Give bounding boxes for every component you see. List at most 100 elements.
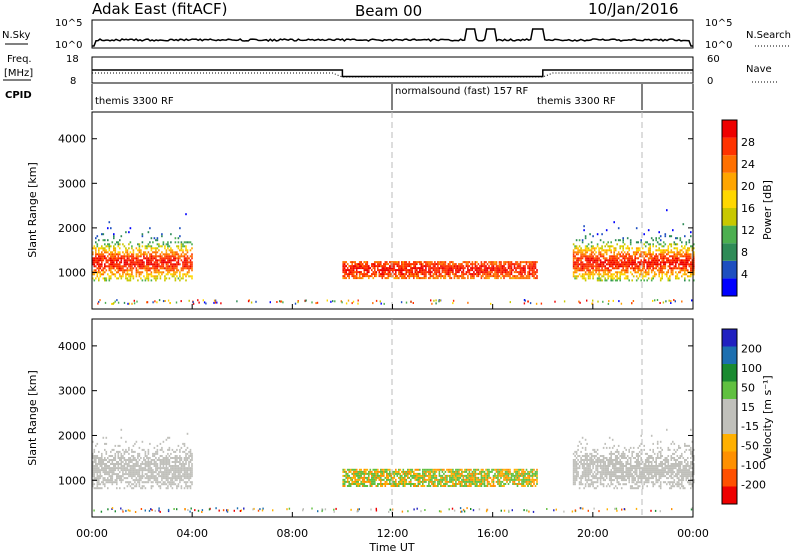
echo-cell bbox=[179, 227, 181, 230]
echo-cell bbox=[357, 478, 359, 481]
echo-cell bbox=[584, 267, 587, 270]
echo-cell bbox=[495, 273, 498, 276]
echo-cell bbox=[662, 249, 665, 252]
echo-cell bbox=[595, 473, 597, 476]
echo-cell bbox=[122, 471, 124, 474]
echo-cell bbox=[117, 267, 120, 270]
echo-cell bbox=[395, 468, 397, 471]
echo-cell bbox=[134, 442, 136, 445]
echo-cell bbox=[507, 273, 510, 276]
echo-cell bbox=[114, 249, 117, 252]
echo-cell bbox=[104, 257, 106, 260]
echo-cell bbox=[180, 479, 183, 482]
echo-cell bbox=[134, 473, 136, 476]
echo-cell bbox=[152, 267, 154, 270]
echo-cell bbox=[140, 251, 142, 254]
echo-cell bbox=[637, 267, 639, 270]
echo-cell bbox=[592, 273, 594, 276]
ground-scatter-cell bbox=[438, 299, 440, 302]
echo-cell bbox=[404, 485, 406, 487]
echo-cell bbox=[455, 485, 457, 487]
echo-cell bbox=[372, 273, 375, 276]
echo-cell bbox=[150, 271, 153, 274]
echo-cell bbox=[348, 474, 350, 477]
echo-cell bbox=[140, 463, 142, 465]
echo-cell bbox=[105, 245, 108, 248]
echo-cell bbox=[137, 461, 139, 463]
echo-cell bbox=[485, 476, 487, 479]
echo-cell bbox=[617, 253, 620, 256]
echo-cell bbox=[577, 467, 579, 470]
echo-cell bbox=[357, 265, 359, 268]
echo-cell bbox=[368, 476, 370, 479]
echo-cell bbox=[437, 480, 439, 483]
echo-cell bbox=[345, 474, 347, 477]
echo-cell bbox=[679, 271, 682, 274]
echo-cell bbox=[122, 455, 124, 457]
echo-cell bbox=[595, 271, 597, 274]
echo-cell bbox=[404, 470, 406, 473]
echo-cell bbox=[176, 467, 178, 470]
echo-cell bbox=[477, 480, 480, 483]
echo-cell bbox=[531, 269, 534, 272]
echo-cell bbox=[604, 277, 606, 280]
echo-cell bbox=[450, 470, 453, 473]
echo-cell bbox=[108, 475, 111, 478]
echo-cell bbox=[614, 267, 617, 270]
echo-cell bbox=[440, 273, 442, 276]
echo-cell bbox=[584, 277, 587, 280]
echo-cell bbox=[183, 473, 186, 476]
echo-cell bbox=[467, 476, 469, 479]
echo-cell bbox=[486, 480, 489, 483]
echo-cell bbox=[402, 269, 405, 272]
echo-cell bbox=[471, 269, 474, 272]
echo-cell bbox=[345, 480, 347, 483]
echo-cell bbox=[352, 468, 355, 471]
echo-cell bbox=[378, 476, 381, 479]
echo-cell bbox=[117, 463, 120, 465]
echo-cell bbox=[387, 271, 390, 274]
echo-cell bbox=[173, 257, 175, 260]
echo-cell bbox=[176, 461, 178, 463]
echo-cell bbox=[485, 275, 487, 278]
echo-cell bbox=[138, 473, 141, 476]
echo-cell bbox=[515, 476, 517, 479]
echo-cell bbox=[625, 257, 627, 260]
echo-cell bbox=[134, 257, 136, 260]
echo-cell bbox=[159, 275, 162, 278]
echo-cell bbox=[177, 469, 180, 472]
echo-cell bbox=[183, 261, 186, 264]
echo-cell bbox=[93, 450, 96, 453]
echo-cell bbox=[144, 251, 147, 254]
echo-cell bbox=[111, 265, 114, 268]
echo-cell bbox=[640, 259, 642, 262]
echo-cell bbox=[146, 457, 148, 459]
echo-cell bbox=[450, 485, 453, 487]
echo-cell bbox=[614, 271, 617, 274]
echo-cell bbox=[361, 472, 364, 475]
echo-cell bbox=[531, 261, 534, 264]
echo-cell bbox=[447, 271, 450, 274]
echo-cell bbox=[676, 237, 679, 240]
echo-cell bbox=[168, 253, 171, 256]
echo-cell bbox=[471, 476, 474, 479]
echo-cell bbox=[507, 483, 510, 485]
echo-cell bbox=[342, 269, 344, 272]
echo-cell bbox=[110, 263, 112, 266]
echo-cell bbox=[360, 263, 362, 266]
echo-cell bbox=[435, 271, 438, 274]
echo-cell bbox=[165, 477, 168, 480]
echo-cell bbox=[104, 457, 106, 459]
echo-cell bbox=[129, 267, 132, 270]
echo-cell bbox=[586, 261, 588, 264]
echo-cell bbox=[580, 269, 582, 272]
echo-cell bbox=[580, 450, 582, 453]
echo-cell bbox=[369, 472, 372, 475]
echo-cell bbox=[464, 474, 466, 477]
echo-cell bbox=[402, 263, 405, 266]
echo-cell bbox=[108, 455, 111, 457]
echo-cell bbox=[602, 261, 605, 264]
echo-cell bbox=[595, 469, 597, 472]
echo-cell bbox=[575, 467, 578, 470]
echo-cell bbox=[188, 271, 190, 274]
